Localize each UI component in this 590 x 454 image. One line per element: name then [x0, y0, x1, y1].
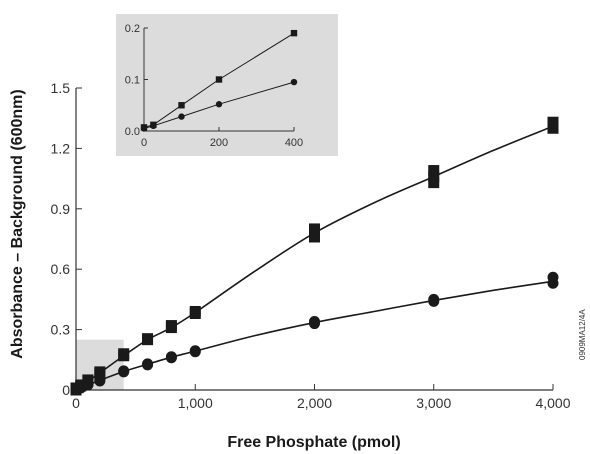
y-tick-label: 1.2 [51, 140, 71, 156]
inset-x-tick-label: 200 [210, 137, 228, 149]
main-axes: 0 1,000 2,000 3,000 4,000 0 0.3 0.6 0.9 1.2 1.5 [51, 80, 571, 411]
x-tick-label: 3,000 [416, 395, 451, 411]
x-tick-label: 4,000 [535, 395, 570, 411]
series-1-point [309, 231, 320, 243]
x-tick-label: 0 [72, 395, 80, 411]
y-tick-label: 0.3 [51, 322, 71, 338]
series-1-point [428, 165, 440, 177]
y-tick-label: 0.6 [51, 261, 71, 277]
series-2-point [142, 359, 154, 371]
inset-x-tick-label: 400 [285, 137, 303, 149]
series-2-point [118, 365, 130, 377]
inset-series-2-point [150, 122, 157, 130]
series-1-point [142, 333, 154, 345]
inset-y-tick-label: 0.1 [125, 75, 140, 87]
inset-x-tick-label: 0 [141, 137, 147, 149]
series-2-point [428, 293, 440, 305]
inset-series-1-point [215, 76, 223, 83]
y-axis-title: Absorbance – Background (600nm) [9, 89, 26, 358]
inset-series-2-point [178, 113, 185, 120]
main-curves [75, 125, 554, 391]
inset-series-2-point [140, 125, 148, 132]
inset-axes: 0 200 400 0.0 0.1 0.2 [125, 23, 303, 149]
series-2-point [94, 375, 106, 387]
series-2-point [165, 351, 177, 363]
series-1-point [428, 177, 440, 189]
inset-y-tick-label: 0.0 [125, 126, 140, 138]
inset-series-1-point [178, 102, 185, 109]
series-1-point [165, 320, 177, 332]
main-points [70, 116, 559, 396]
series-1-point [189, 305, 201, 317]
series-1-curve [75, 125, 554, 391]
series-1-point [94, 368, 106, 380]
inset-series-1-point [290, 29, 298, 37]
inset-background [116, 14, 338, 156]
series-1-point [309, 223, 320, 235]
y-tick-label: 1.5 [51, 80, 71, 96]
series-1-point [547, 122, 559, 134]
x-tick-label: 1,000 [178, 395, 213, 411]
inset-points [140, 29, 298, 132]
series-2-point [189, 345, 201, 357]
figure-code-label: 0909MA12/4A [578, 309, 587, 360]
series-2-point [82, 379, 94, 391]
x-axis-title: Free Phosphate (pmol) [227, 434, 400, 451]
series-1-point [118, 348, 130, 360]
x-tick-label: 2,000 [297, 395, 332, 411]
series-2-point [547, 271, 559, 283]
series-2-point [309, 316, 320, 328]
y-tick-label: 0 [62, 382, 70, 398]
inset-y-tick-label: 0.2 [125, 23, 140, 35]
series-1-point [428, 171, 440, 183]
inset-series-2-point [215, 101, 223, 108]
y-tick-label: 0.9 [51, 201, 71, 217]
inset-series-2-point [290, 78, 298, 86]
series-1-point [547, 116, 559, 128]
